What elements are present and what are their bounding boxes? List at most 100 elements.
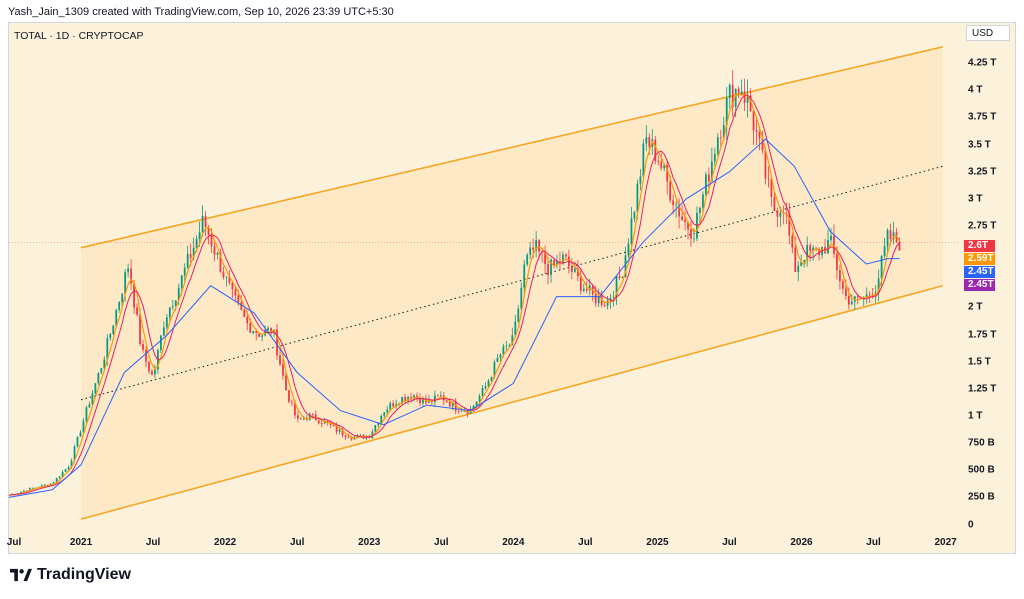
candle-body xyxy=(377,423,380,426)
candle-body xyxy=(413,395,415,399)
candle-body xyxy=(758,132,761,139)
candle-body xyxy=(570,266,573,272)
price-tick: 4.25 T xyxy=(968,57,997,69)
candle-body xyxy=(725,97,728,126)
candle-body xyxy=(898,242,901,251)
candle-body xyxy=(219,252,222,272)
candle-body xyxy=(892,232,895,240)
candle-body xyxy=(693,238,695,240)
candle-body xyxy=(642,143,645,177)
price-tick: 1 T xyxy=(968,410,983,422)
candle-body xyxy=(678,204,680,217)
candle-body xyxy=(508,345,511,346)
price-tick: 1.5 T xyxy=(968,356,991,368)
candle-body xyxy=(573,268,576,272)
candle-body xyxy=(487,380,490,387)
candle-body xyxy=(294,402,296,416)
candle-body xyxy=(302,418,305,420)
candle-body xyxy=(675,204,678,206)
channel-upper-line xyxy=(80,46,943,249)
candle-body xyxy=(565,254,567,257)
candle-body xyxy=(240,302,243,310)
candle-body xyxy=(85,407,88,421)
candle-body xyxy=(404,397,406,401)
candle-body xyxy=(681,216,683,220)
candle-body xyxy=(830,235,832,240)
candle-body xyxy=(148,361,150,372)
candle-body xyxy=(189,254,192,258)
candle-body xyxy=(299,418,302,420)
candle-body xyxy=(436,395,439,397)
candle-body xyxy=(496,357,499,362)
candle-body xyxy=(136,307,138,315)
candle-body xyxy=(705,174,707,195)
currency-selector[interactable]: USD xyxy=(966,25,1010,41)
candle-body xyxy=(183,267,186,276)
candle-body xyxy=(311,414,314,415)
candle-body xyxy=(633,212,636,219)
candle-body xyxy=(499,354,502,358)
candle-body xyxy=(833,235,835,254)
symbol-info[interactable]: TOTAL · 1D · CRYPTOCAP xyxy=(14,30,144,42)
candle-body xyxy=(145,349,147,362)
channel-mid-line xyxy=(80,165,943,401)
candle-body xyxy=(228,276,231,283)
candle-body xyxy=(207,226,210,236)
candle-body xyxy=(839,270,841,282)
candle-body xyxy=(380,415,383,424)
candle-body xyxy=(484,386,487,389)
price-tick: 3.25 T xyxy=(968,166,997,178)
candle-body xyxy=(267,328,269,331)
candle-body xyxy=(645,137,648,144)
candle-body xyxy=(341,429,344,436)
candle-body xyxy=(827,239,829,254)
candle-body xyxy=(621,277,624,279)
tradingview-brand[interactable]: TradingView xyxy=(10,566,131,584)
candle-body xyxy=(422,398,424,404)
candle-body xyxy=(91,393,94,405)
candle-body xyxy=(562,254,564,264)
candle-body xyxy=(67,467,70,470)
candle-body xyxy=(115,309,118,326)
candle-body xyxy=(154,369,156,375)
candle-body xyxy=(630,218,633,244)
candle-body xyxy=(243,309,246,318)
candle-body xyxy=(347,437,350,438)
candle-body xyxy=(526,254,529,265)
candle-body xyxy=(121,293,124,303)
time-tick: Jul xyxy=(289,537,305,548)
candle-body xyxy=(624,255,627,278)
candle-body xyxy=(553,259,555,265)
tradingview-logo-icon xyxy=(10,568,32,582)
candle-body xyxy=(538,240,541,252)
time-tick: 2026 xyxy=(790,537,813,548)
candle-body xyxy=(502,346,505,355)
candle-body xyxy=(329,422,332,426)
price-tick: 4 T xyxy=(968,84,983,96)
candle-body xyxy=(734,88,737,107)
candle-body xyxy=(419,397,421,404)
candle-body xyxy=(836,253,838,271)
candle-body xyxy=(20,491,22,494)
price-tick: 3.75 T xyxy=(968,111,997,123)
candle-body xyxy=(442,395,445,401)
candle-body xyxy=(61,472,64,477)
candle-body xyxy=(764,150,767,179)
time-tick: Jul xyxy=(866,537,881,548)
candle-body xyxy=(231,282,234,290)
candle-body xyxy=(407,396,409,401)
candle-body xyxy=(812,247,815,251)
candle-body xyxy=(472,405,475,409)
candle-body xyxy=(264,330,267,336)
price-badge: 2.6T xyxy=(964,240,995,252)
candle-body xyxy=(23,490,25,492)
candle-body xyxy=(666,164,669,182)
candle-body xyxy=(847,296,850,305)
candle-body xyxy=(282,364,284,376)
price-tick: 2.75 T xyxy=(968,220,997,232)
candle-body xyxy=(457,410,460,412)
candle-body xyxy=(308,414,311,420)
candle-body xyxy=(597,296,600,304)
candle-body xyxy=(889,229,892,240)
